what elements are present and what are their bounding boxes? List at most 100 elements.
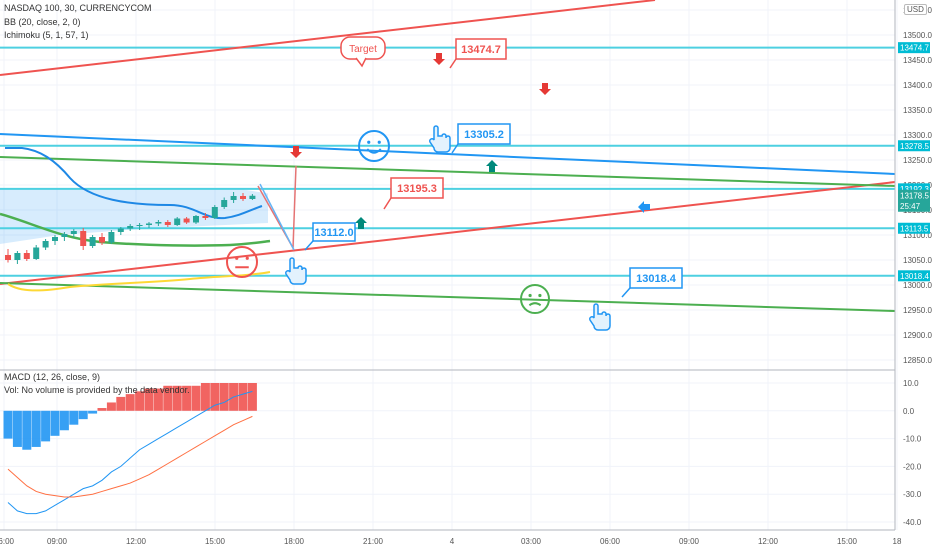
candle-body[interactable]: [240, 196, 246, 199]
grid-lines: [0, 0, 898, 530]
macd-histogram-bar[interactable]: [144, 388, 154, 411]
currency-button[interactable]: USD: [904, 4, 927, 15]
macd-histogram-bar[interactable]: [116, 396, 126, 411]
price-axis-label[interactable]: 13192.3: [898, 183, 930, 195]
target-callout[interactable]: Target: [340, 36, 386, 68]
candle-body[interactable]: [127, 226, 134, 229]
down-arrow-icon[interactable]: [539, 83, 551, 95]
macd-histogram-bar[interactable]: [191, 385, 201, 411]
candle-body[interactable]: [70, 231, 77, 234]
price-axis-label[interactable]: 13474.7: [898, 42, 930, 54]
hand-pointer-icon[interactable]: [589, 303, 611, 331]
down-arrow-icon[interactable]: [290, 146, 302, 158]
down-arrow-icon[interactable]: [433, 53, 445, 65]
symbol-legend[interactable]: NASDAQ 100, 30, CURRENCYCOM: [4, 3, 152, 13]
blue-trend-line[interactable]: [0, 133, 896, 175]
candle-body[interactable]: [117, 228, 124, 233]
macd-histogram-bar[interactable]: [163, 385, 173, 411]
hand-pointer-icon[interactable]: [285, 257, 307, 285]
price-axis-label[interactable]: 13278.5: [898, 140, 930, 152]
price-axis-label[interactable]: 13178.5 25:47: [898, 189, 930, 212]
macd-histogram-bar[interactable]: [210, 383, 220, 411]
callout-13018-4-leader: [621, 287, 631, 298]
macd-histogram-bar[interactable]: [41, 410, 51, 442]
up-arrow-icon[interactable]: [486, 160, 498, 172]
candle-body[interactable]: [155, 222, 162, 224]
candle-body[interactable]: [211, 207, 218, 218]
macd-histogram-bar[interactable]: [135, 391, 145, 411]
red-trend-line-upper[interactable]: [0, 0, 656, 76]
candle-body[interactable]: [52, 237, 58, 241]
callout-13018-4-label: 13018.4: [636, 273, 677, 285]
candle-body[interactable]: [23, 253, 30, 259]
candle-body[interactable]: [89, 237, 96, 246]
candle-body[interactable]: [80, 231, 87, 246]
candle-body[interactable]: [221, 200, 228, 207]
smiley-happy-icon-eye: [367, 140, 371, 144]
up-arrow-icon[interactable]: [355, 217, 367, 229]
callout-13474-7-box: [455, 38, 507, 60]
candle-body[interactable]: [202, 216, 209, 218]
macd-histogram-bar[interactable]: [78, 410, 88, 420]
macd-histogram-bar[interactable]: [106, 402, 116, 411]
callout-13018-4[interactable]: 13018.4: [621, 267, 683, 298]
macd-histogram-bar[interactable]: [50, 410, 60, 436]
red-trend-line-lower[interactable]: [0, 181, 896, 285]
smiley-confused-icon-outline: [520, 284, 550, 314]
candle-body[interactable]: [193, 216, 199, 223]
green-trend-line-lower[interactable]: [0, 282, 896, 312]
time-tick-label: 06:00: [0, 537, 15, 546]
callout-13474-7[interactable]: 13474.7: [449, 38, 507, 69]
candle-body[interactable]: [42, 241, 49, 248]
smiley-confused-icon[interactable]: [520, 284, 550, 314]
macd-histogram-bar[interactable]: [153, 388, 163, 411]
callout-13195-3[interactable]: 13195.3: [383, 177, 444, 210]
candle-body[interactable]: [249, 195, 256, 199]
macd-histogram-bar[interactable]: [97, 408, 107, 411]
macd-histogram-bar[interactable]: [182, 385, 192, 411]
candle-body[interactable]: [99, 237, 105, 243]
projection-path-blue[interactable]: [259, 183, 295, 251]
hand-pointer-icon[interactable]: [429, 125, 451, 153]
candle-body[interactable]: [174, 218, 181, 226]
macd-histogram-bar[interactable]: [88, 410, 98, 414]
macd-histogram-bar[interactable]: [247, 383, 257, 411]
price-tick-label: 13450.0: [903, 56, 932, 65]
callout-13112-0[interactable]: 13112.0: [304, 222, 356, 251]
macd-legend[interactable]: MACD (12, 26, close, 9): [4, 372, 101, 382]
candle-body[interactable]: [164, 222, 171, 225]
macd-pane[interactable]: [3, 383, 257, 515]
macd-histogram-bar[interactable]: [12, 410, 22, 447]
macd-histogram-bar[interactable]: [172, 385, 182, 411]
macd-histogram-bar[interactable]: [59, 410, 69, 431]
candle-body[interactable]: [33, 247, 40, 260]
macd-histogram-bar[interactable]: [125, 394, 135, 411]
candle-body[interactable]: [61, 234, 68, 237]
price-axis-label[interactable]: 13113.5: [898, 222, 930, 234]
candle-body[interactable]: [183, 218, 190, 223]
candle-body[interactable]: [5, 255, 11, 260]
candle-body[interactable]: [14, 253, 21, 260]
main-pane[interactable]: Target 13474.7 13305.2 13195.3 13112.0 13018.…: [0, 0, 896, 331]
price-axis-label[interactable]: 13018.4: [898, 270, 930, 282]
macd-histogram-bar[interactable]: [238, 383, 248, 411]
smiley-neutral-icon[interactable]: [226, 246, 258, 278]
macd-histogram-bar[interactable]: [31, 410, 41, 447]
time-tick-label: 15:00: [205, 537, 226, 546]
macd-histogram-bar[interactable]: [219, 383, 229, 411]
candle-body[interactable]: [108, 232, 115, 243]
green-trend-line-upper[interactable]: [0, 156, 896, 187]
left-arrow-icon[interactable]: [638, 201, 650, 213]
macd-histogram-bar[interactable]: [69, 410, 79, 425]
macd-histogram-bar[interactable]: [22, 410, 32, 450]
macd-histogram-bar[interactable]: [200, 383, 210, 411]
candle-body[interactable]: [136, 225, 143, 226]
ichimoku-legend[interactable]: Ichimoku (5, 1, 57, 1): [4, 30, 89, 40]
candle-body[interactable]: [230, 196, 237, 200]
smiley-happy-icon[interactable]: [358, 130, 390, 162]
callout-13305-2[interactable]: 13305.2: [451, 123, 511, 154]
candle-body[interactable]: [146, 223, 152, 226]
bb-legend[interactable]: BB (20, close, 2, 0): [4, 17, 81, 27]
macd-histogram-bar[interactable]: [3, 410, 13, 439]
